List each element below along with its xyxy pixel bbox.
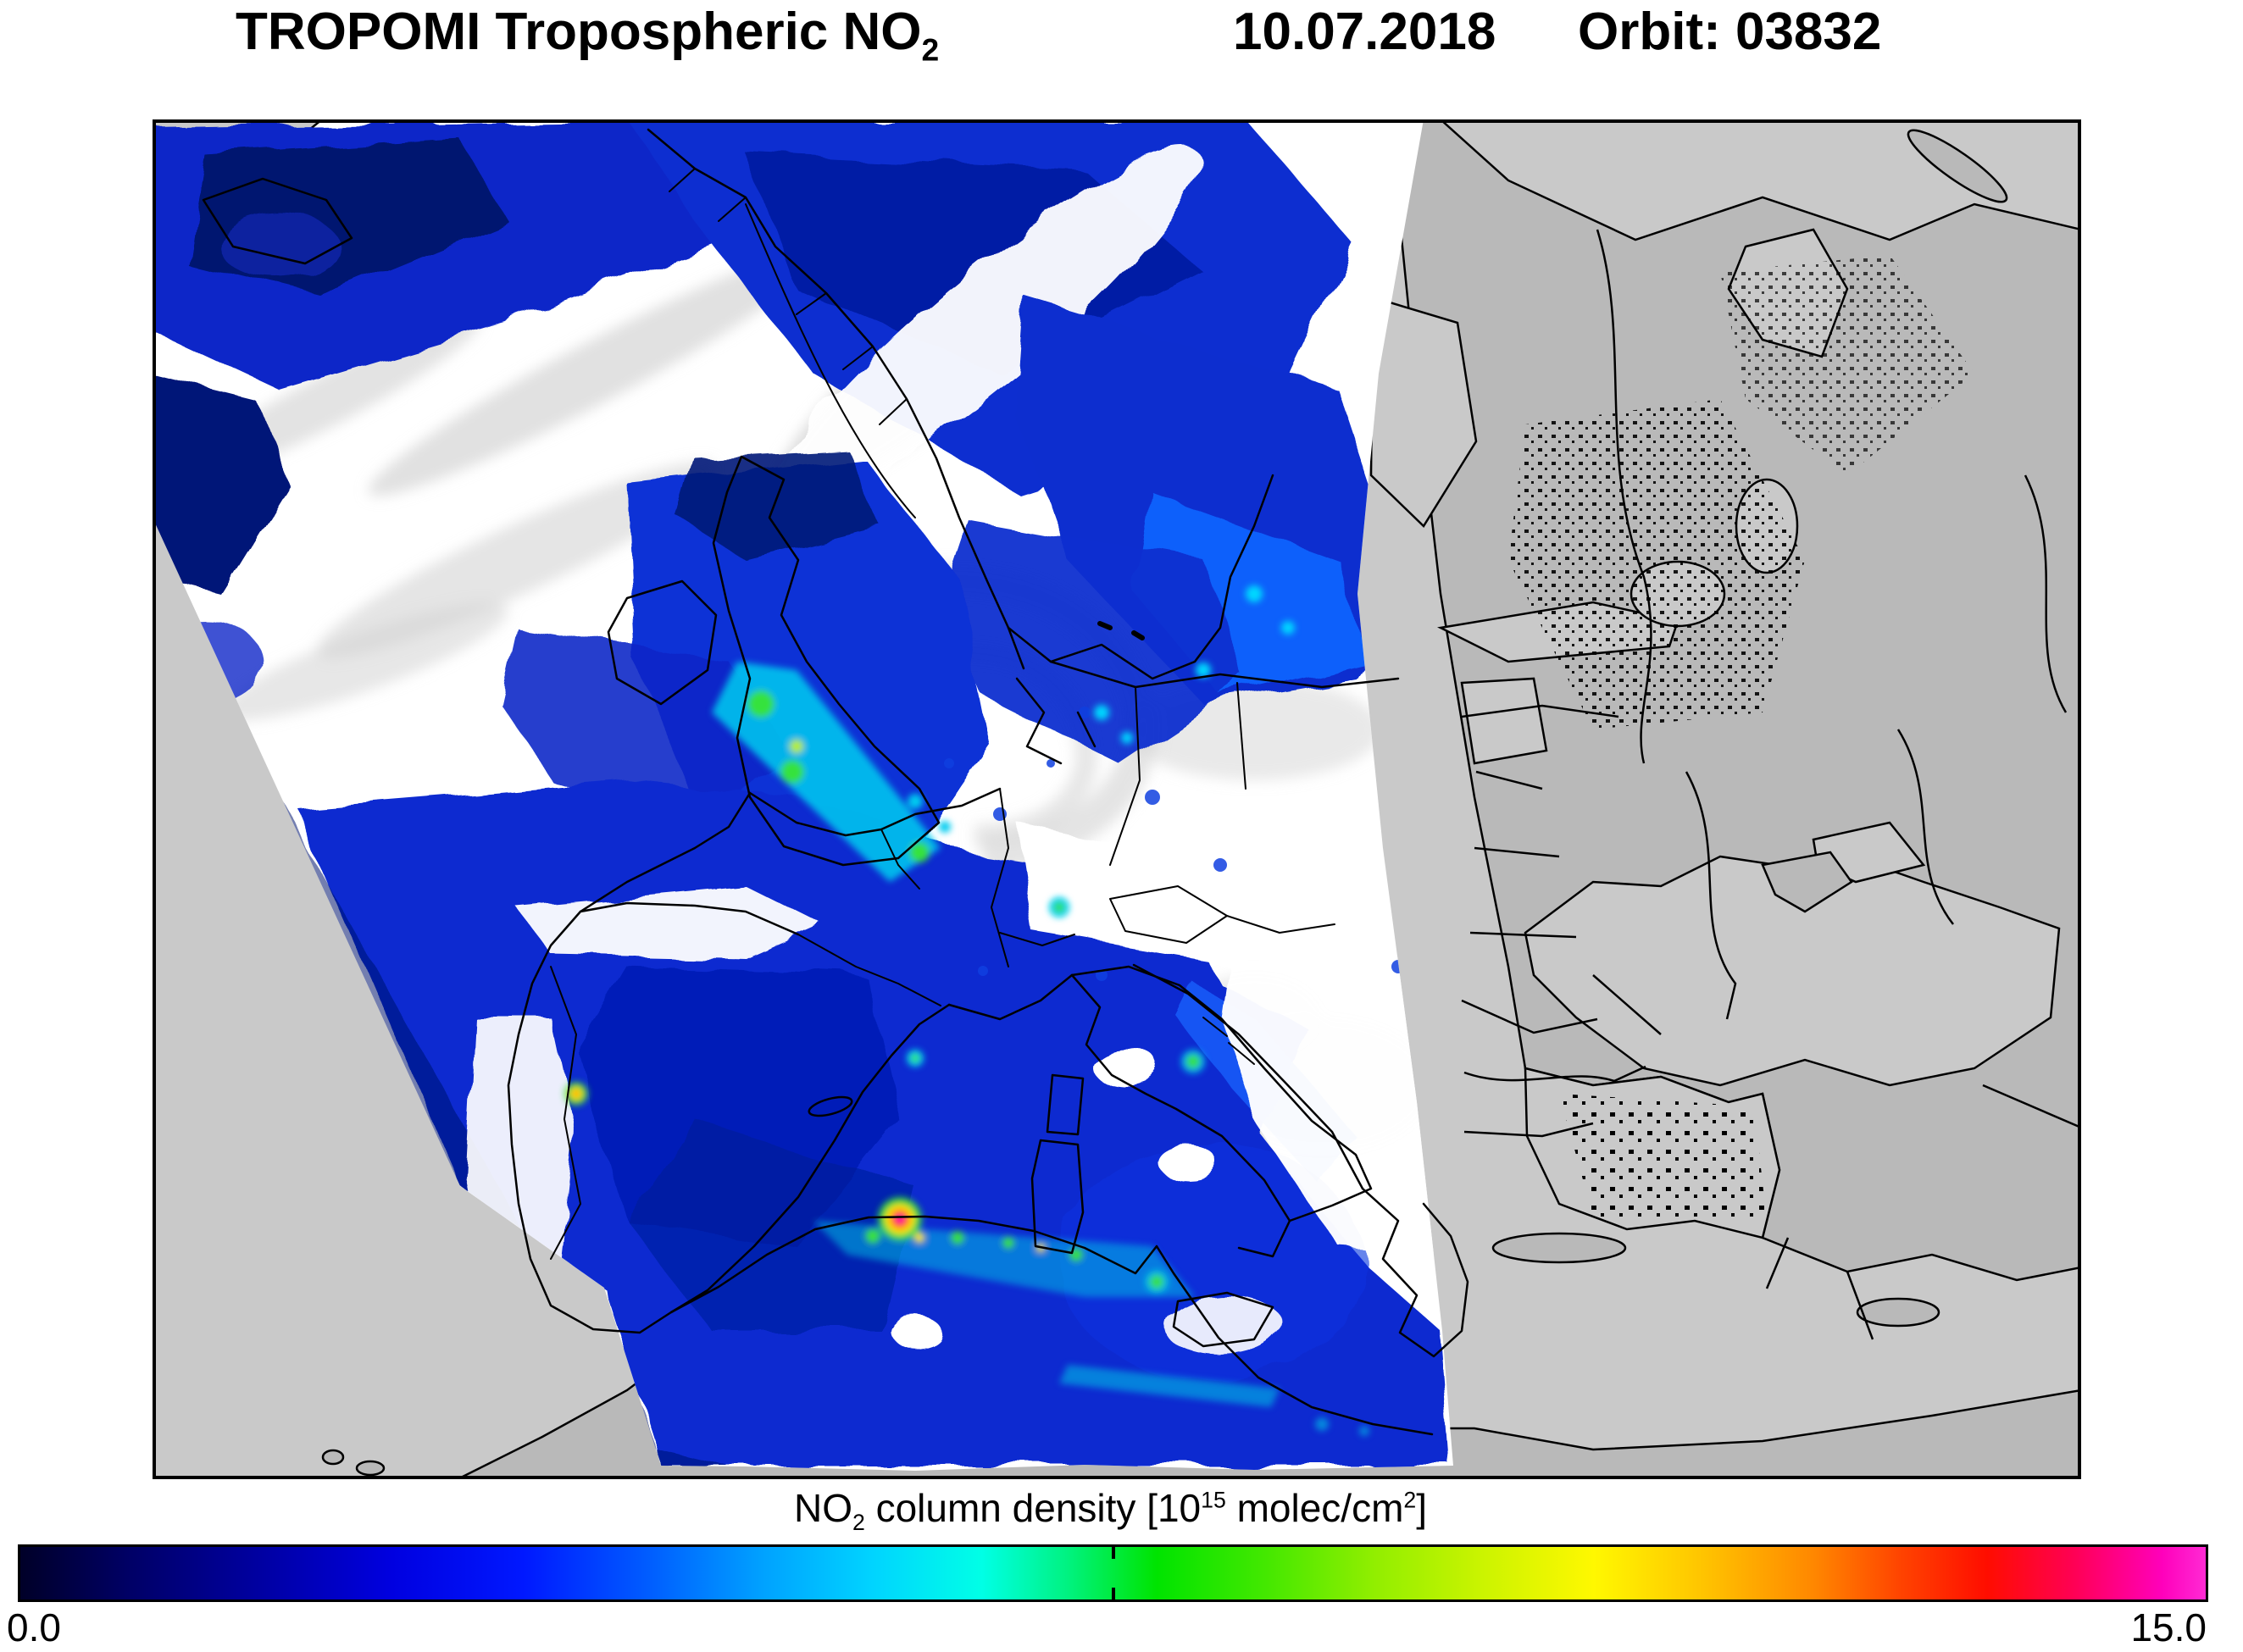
arctic-island bbox=[1907, 129, 2008, 203]
adriatic-east-coast bbox=[1132, 963, 1364, 1190]
date-label: 10.07.2018 bbox=[1233, 3, 1496, 61]
algiers-hotspot bbox=[878, 1197, 922, 1241]
finnish-lakes bbox=[1508, 399, 1805, 729]
iceland-coast bbox=[202, 177, 353, 265]
iberia-borders bbox=[550, 934, 941, 1260]
cb-label-no: NO bbox=[793, 1486, 852, 1530]
corsica-coast bbox=[1046, 1073, 1085, 1136]
no2-hotspots bbox=[473, 585, 1369, 1436]
norway-fjords bbox=[669, 168, 908, 425]
sicily-strait-plume bbox=[1059, 1365, 1280, 1407]
map-panel bbox=[153, 119, 2081, 1479]
colorbar bbox=[18, 1544, 2208, 1602]
norway-coast bbox=[647, 128, 1025, 670]
cb-label-sup15: 15 bbox=[1201, 1487, 1226, 1513]
greece-coast bbox=[1361, 1187, 1469, 1358]
colorbar-mid-tick-top bbox=[1111, 1547, 1115, 1559]
sardinia-coast bbox=[1030, 1139, 1085, 1255]
sweden-lakes bbox=[1097, 621, 1145, 640]
colorbar-max-label: 15.0 bbox=[2130, 1605, 2207, 1649]
karelian-lakes bbox=[1720, 255, 1974, 475]
central-europe-borders bbox=[745, 203, 1335, 967]
crete bbox=[1491, 1232, 1627, 1264]
colorbar-title: NO2 column density [1015 molec/cm2] bbox=[18, 1485, 2203, 1536]
biscay-coast bbox=[579, 791, 752, 913]
cyprus bbox=[1856, 1297, 1940, 1328]
denmark-coast bbox=[1015, 677, 1097, 765]
coastlines bbox=[202, 128, 1469, 1436]
orbit-label: Orbit: 03832 bbox=[1578, 3, 1882, 61]
no-data-borders bbox=[1461, 229, 2081, 1340]
black-sea bbox=[1524, 855, 2061, 1087]
scandinavia-south-coast bbox=[1007, 474, 1274, 680]
cb-label-sup2: 2 bbox=[1403, 1487, 1417, 1513]
baltic-south-coast bbox=[1049, 660, 1400, 689]
swath-data bbox=[153, 119, 1453, 1471]
title-text: TROPOMI Tropospheric NO bbox=[236, 3, 922, 61]
colorbar-min-label: 0.0 bbox=[7, 1605, 61, 1649]
iberia-coast bbox=[507, 901, 951, 1334]
north-africa-coast bbox=[669, 1215, 1434, 1436]
atlantic-island-2 bbox=[355, 1460, 386, 1477]
colorbar-mid-tick-bottom bbox=[1111, 1588, 1115, 1599]
britain-coast bbox=[712, 455, 941, 867]
cb-label-sub2: 2 bbox=[852, 1510, 865, 1536]
title-subscript: 2 bbox=[921, 31, 940, 68]
cb-label-mid: column density [10 bbox=[864, 1486, 1202, 1530]
balearics bbox=[808, 1095, 853, 1117]
atlantic-island-1 bbox=[321, 1449, 345, 1466]
gulf-of-riga bbox=[1460, 677, 1548, 765]
map-canvas bbox=[153, 119, 2081, 1479]
croatia-islands bbox=[1202, 1017, 1255, 1065]
sicily-coast bbox=[1172, 1291, 1274, 1348]
england-plume bbox=[712, 662, 941, 882]
aegean-islands bbox=[1559, 1094, 1767, 1221]
ireland-coast bbox=[607, 579, 718, 706]
crimea bbox=[1761, 851, 1853, 913]
cb-label-units: molec/cm bbox=[1225, 1486, 1404, 1530]
page-title: TROPOMI Tropospheric NO2 bbox=[236, 2, 939, 67]
map-border bbox=[153, 119, 2081, 1479]
algeria-coast-plume bbox=[813, 1221, 1195, 1297]
cb-label-close: ] bbox=[1416, 1486, 1428, 1530]
gulf-of-lion-coast bbox=[947, 973, 1074, 1021]
